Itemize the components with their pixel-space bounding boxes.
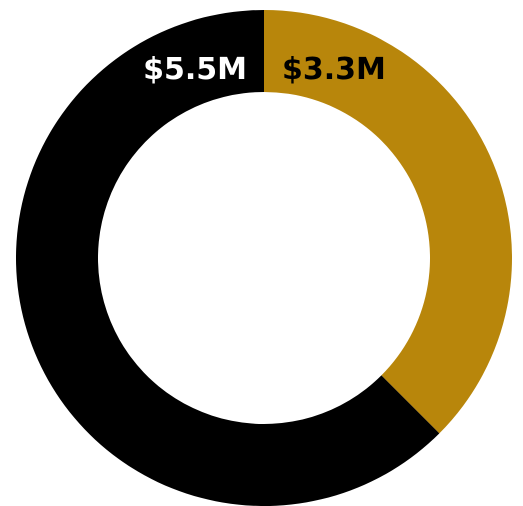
slice-0	[264, 10, 513, 434]
slice-label-0: $3.3M	[282, 52, 386, 87]
slices-group	[15, 10, 513, 506]
labels-group: $3.3M $5.5M	[143, 52, 386, 87]
slice-1	[15, 10, 440, 506]
slice-label-1: $5.5M	[143, 52, 247, 87]
